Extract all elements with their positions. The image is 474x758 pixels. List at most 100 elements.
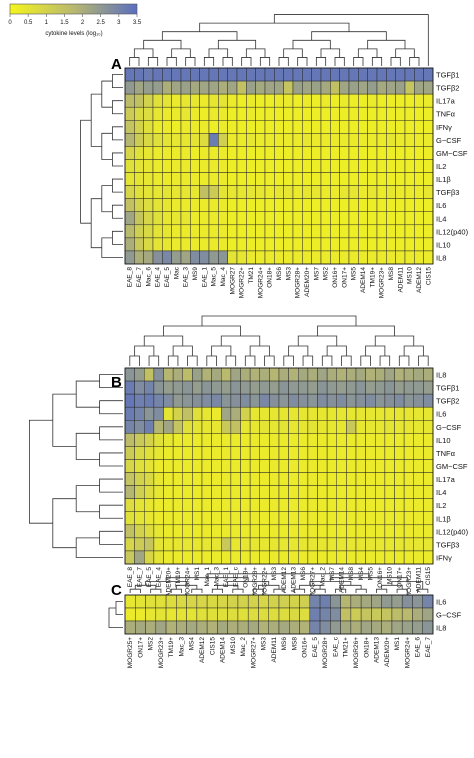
heatmap-cell	[395, 211, 406, 226]
heatmap-cell	[143, 133, 154, 147]
heatmap-cell	[302, 211, 312, 226]
heatmap-cell	[221, 459, 232, 473]
heatmap-cell	[124, 446, 135, 460]
heatmap-cell	[320, 80, 331, 95]
heatmap-cell	[348, 198, 359, 212]
heatmap-cell	[236, 237, 247, 252]
heatmap-cell	[317, 524, 328, 539]
heatmap-cell	[201, 472, 212, 486]
heatmap-cell	[255, 93, 266, 108]
row-label: IL6	[436, 410, 446, 419]
heatmap-cell	[211, 498, 222, 512]
heatmap-cell	[143, 80, 154, 95]
heatmap-cell	[278, 380, 289, 395]
heatmap-cell	[163, 459, 174, 473]
dendrogram-branch	[264, 355, 275, 366]
heatmap-cell	[326, 446, 338, 460]
heatmap-cell	[307, 393, 318, 408]
heatmap-cell	[264, 211, 275, 226]
heatmap-cell	[404, 120, 415, 134]
heatmap-cell	[180, 80, 191, 95]
heatmap-cell	[259, 459, 270, 473]
heatmap-cell	[240, 446, 251, 460]
heatmap-cell	[358, 224, 368, 239]
heatmap-cell	[221, 550, 232, 565]
heatmap-cell	[134, 80, 144, 95]
column-label: ADEM11	[397, 267, 404, 293]
dendrogram-branch	[187, 355, 198, 366]
column-label: MOGR28+	[295, 267, 302, 298]
heatmap-cell	[395, 237, 406, 252]
heatmap-cell	[230, 498, 241, 512]
dendrogram-branch	[191, 588, 203, 593]
heatmap-cell	[227, 80, 238, 95]
heatmap-cell	[163, 446, 174, 460]
dendrogram-branch	[353, 57, 364, 66]
heatmap-cell	[180, 198, 191, 212]
heatmap-cell	[288, 550, 299, 565]
dendrogram-branch	[320, 48, 341, 58]
heatmap-cell	[144, 498, 155, 512]
heatmap-cell	[317, 420, 328, 434]
heatmap-cell	[320, 67, 331, 82]
heatmap-cell	[192, 433, 203, 447]
heatmap-cell	[358, 198, 368, 212]
heatmap-cell	[247, 594, 259, 609]
dendrogram-branch	[101, 80, 113, 108]
heatmap-cell	[124, 250, 135, 265]
heatmap-cell	[162, 250, 172, 265]
heatmap-cell	[292, 250, 303, 265]
heatmap-cell	[320, 120, 331, 134]
heatmap-cell	[259, 498, 270, 512]
heatmap-cell	[255, 237, 266, 252]
heatmap-cell	[375, 393, 386, 408]
heatmap-cell	[274, 172, 284, 186]
heatmap-cell	[298, 550, 309, 565]
heatmap-cell	[423, 537, 434, 552]
heatmap-cell	[199, 133, 210, 147]
dendrogram-branch	[52, 498, 77, 549]
heatmap-cell	[143, 237, 154, 252]
heatmap-cell	[395, 198, 406, 212]
heatmap-cell	[346, 433, 357, 447]
heatmap-cell	[163, 550, 174, 565]
heatmap-cell	[199, 80, 210, 95]
heatmap-cell	[309, 594, 321, 609]
dendrogram-branch	[75, 380, 100, 408]
heatmap-cell	[340, 620, 352, 635]
heatmap-cell	[423, 485, 434, 499]
heatmap-cell	[144, 433, 155, 447]
heatmap-cell	[236, 159, 247, 173]
heatmap-cell	[367, 185, 378, 199]
heatmap-cell	[376, 185, 387, 199]
heatmap-cell	[180, 185, 191, 199]
dendrogram-branch	[376, 588, 388, 593]
heatmap-cell	[403, 485, 415, 499]
heatmap-cell	[180, 93, 191, 108]
heatmap-cell	[221, 367, 232, 382]
heatmap-cell	[259, 537, 270, 552]
heatmap-cell	[124, 406, 135, 421]
row-label: IL1β	[436, 514, 451, 523]
column-label: Mac_5	[211, 267, 218, 287]
dendrogram-branch	[341, 355, 352, 366]
heatmap-cell	[190, 67, 200, 82]
colorbar-tick-label: 1.5	[60, 20, 69, 26]
heatmap-cell	[404, 133, 415, 147]
heatmap-cell	[268, 594, 280, 609]
heatmap-cell	[218, 250, 228, 265]
column-label: ADEM13	[290, 567, 297, 593]
heatmap-cell	[171, 250, 182, 265]
heatmap-cell	[358, 120, 368, 134]
heatmap-cell	[413, 472, 424, 486]
heatmap-cell	[201, 550, 212, 565]
heatmap-cell	[182, 393, 193, 408]
heatmap-cell	[302, 133, 312, 147]
heatmap-cell	[211, 367, 222, 382]
heatmap-cell	[249, 406, 261, 421]
heatmap-cell	[375, 485, 386, 499]
heatmap-cell	[143, 146, 154, 160]
heatmap-cell	[413, 459, 424, 473]
row-label: TGFβ3	[436, 540, 459, 549]
dendrogram-branch	[148, 355, 160, 366]
